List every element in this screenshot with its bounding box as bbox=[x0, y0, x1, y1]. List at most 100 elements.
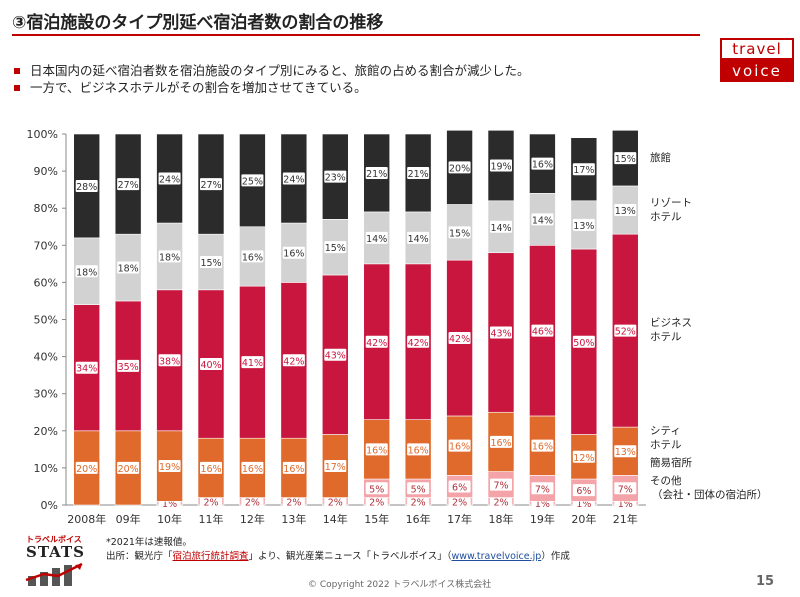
logo-top-text: travel bbox=[720, 38, 794, 60]
data-label-background bbox=[614, 482, 637, 495]
series-label: （会社・団体の宿泊所） bbox=[652, 488, 768, 501]
x-tick-label: 13年 bbox=[281, 512, 306, 526]
data-label: 6% bbox=[452, 482, 467, 493]
copyright: © Copyright 2022 トラベルボイス株式会社 bbox=[308, 580, 492, 590]
y-tick-label: 30% bbox=[34, 388, 58, 401]
data-label: 42% bbox=[449, 334, 470, 345]
note-source: 出所：観光庁「宿泊旅行統計調査」より、観光産業ニュース「トラベルボイス」（www… bbox=[106, 550, 570, 564]
data-label-background bbox=[365, 335, 388, 348]
data-label: 14% bbox=[366, 234, 387, 245]
data-label-background bbox=[200, 178, 222, 191]
data-label-background bbox=[282, 246, 305, 259]
x-tick-label: 10年 bbox=[157, 512, 182, 526]
data-label-background bbox=[282, 354, 305, 367]
series-label: リゾート bbox=[650, 197, 692, 209]
data-label-background bbox=[365, 495, 388, 508]
stats-logo: トラベルボイス STATS bbox=[24, 534, 92, 586]
bullet-text: 一方で、ビジネスホテルがその割合を増加させてきている。 bbox=[30, 80, 367, 95]
data-label: 7% bbox=[535, 484, 550, 495]
data-label-background bbox=[200, 255, 222, 268]
data-label-background bbox=[117, 461, 140, 474]
data-label-background bbox=[200, 461, 222, 474]
y-tick-label: 40% bbox=[34, 351, 58, 364]
data-label: 43% bbox=[490, 328, 511, 339]
data-label-background bbox=[490, 495, 512, 508]
stats-growth-icon bbox=[25, 562, 83, 586]
x-tick-label: 21年 bbox=[613, 512, 638, 526]
data-label-background bbox=[117, 359, 140, 372]
data-label-background bbox=[490, 159, 512, 172]
data-label-background bbox=[75, 461, 98, 474]
data-label-background bbox=[572, 450, 595, 463]
data-label-background bbox=[324, 460, 347, 473]
data-label-background bbox=[448, 332, 471, 345]
series-label: 簡易宿所 bbox=[650, 456, 692, 469]
data-label-background bbox=[241, 174, 264, 187]
data-label: 6% bbox=[576, 486, 591, 497]
data-label: 16% bbox=[532, 442, 553, 453]
data-label-background bbox=[448, 161, 471, 174]
data-label-background bbox=[572, 484, 595, 497]
data-label: 40% bbox=[200, 360, 221, 371]
data-label: 13% bbox=[573, 221, 594, 232]
data-label-background bbox=[531, 213, 554, 226]
data-label-background bbox=[200, 495, 222, 508]
x-tick-label: 20年 bbox=[571, 512, 596, 526]
data-label: 16% bbox=[283, 249, 304, 260]
data-label-background bbox=[572, 163, 595, 176]
data-label: 24% bbox=[283, 175, 304, 186]
data-label-background bbox=[75, 265, 98, 278]
travelvoice-logo: travel voice bbox=[720, 38, 794, 83]
data-label: 21% bbox=[366, 169, 387, 180]
data-label: 14% bbox=[532, 215, 553, 226]
x-tick-label: 11年 bbox=[199, 512, 224, 526]
data-label: 12% bbox=[573, 453, 594, 464]
data-label: 2% bbox=[286, 497, 301, 508]
data-label-background bbox=[407, 335, 430, 348]
data-label-background bbox=[365, 443, 388, 456]
data-label: 50% bbox=[573, 338, 594, 349]
data-label: 16% bbox=[200, 464, 221, 475]
stats-logo-word: STATS bbox=[26, 543, 85, 561]
data-label-background bbox=[407, 495, 430, 508]
data-label-background bbox=[117, 261, 140, 274]
data-label: 34% bbox=[76, 364, 97, 375]
stacked-bar-chart: 0% 10% 20% 30% 40% 50% 60% 70% 80% 90% 100% 20% 34% 1… bbox=[27, 128, 768, 526]
data-label-background bbox=[324, 170, 347, 183]
data-label-background bbox=[490, 435, 512, 448]
data-label: 21% bbox=[408, 169, 429, 180]
data-label: 28% bbox=[76, 182, 97, 193]
travelvoice-url-link[interactable]: www.travelvoice.jp bbox=[451, 551, 542, 562]
data-label-background bbox=[448, 495, 471, 508]
data-label-background bbox=[158, 250, 181, 263]
data-label: 2% bbox=[328, 497, 343, 508]
y-tick-label: 50% bbox=[34, 314, 58, 327]
data-label: 16% bbox=[366, 445, 387, 456]
data-label-background bbox=[448, 226, 471, 239]
data-label: 15% bbox=[615, 154, 636, 165]
data-label: 13% bbox=[615, 447, 636, 458]
source-survey-link[interactable]: 宿泊旅行統計調査 bbox=[172, 551, 249, 562]
data-label-background bbox=[241, 356, 264, 369]
data-label: 7% bbox=[618, 484, 633, 495]
data-label-background bbox=[158, 354, 181, 367]
x-tick-label: 09年 bbox=[116, 512, 141, 526]
data-label-background bbox=[282, 172, 305, 185]
x-tick-label: 12年 bbox=[240, 512, 265, 526]
data-label: 2% bbox=[203, 497, 218, 508]
data-label: 14% bbox=[490, 223, 511, 234]
data-label-background bbox=[490, 220, 512, 233]
data-label: 20% bbox=[76, 464, 97, 475]
y-tick-label: 80% bbox=[34, 202, 58, 215]
note-source-suffix: ）作成 bbox=[541, 551, 570, 562]
data-label-background bbox=[531, 482, 554, 495]
data-label: 43% bbox=[325, 351, 346, 362]
series-label: ビジネス bbox=[650, 317, 692, 329]
data-label: 23% bbox=[325, 173, 346, 184]
x-tick-label: 15年 bbox=[364, 512, 389, 526]
note-source-prefix: 出所：観光庁「 bbox=[106, 551, 173, 562]
bullet-item: 一方で、ビジネスホテルがその割合を増加させてきている。 bbox=[14, 79, 530, 96]
data-label: 5% bbox=[369, 484, 384, 495]
data-label: 46% bbox=[532, 327, 553, 338]
data-label: 16% bbox=[490, 438, 511, 449]
